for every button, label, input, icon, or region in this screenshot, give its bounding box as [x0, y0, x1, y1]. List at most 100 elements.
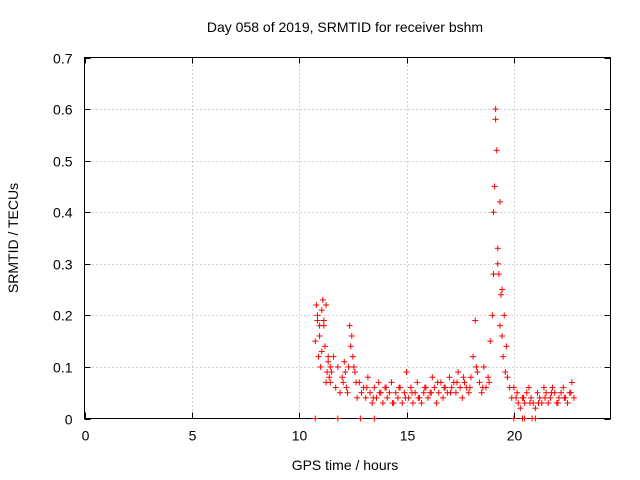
data-point — [402, 394, 409, 401]
data-point — [476, 379, 483, 386]
data-point — [472, 317, 479, 324]
data-point — [455, 369, 462, 376]
data-point — [341, 358, 348, 365]
data-point — [371, 415, 378, 422]
data-point — [459, 394, 466, 401]
data-point — [532, 405, 539, 412]
data-point — [370, 394, 377, 401]
plot-frame — [84, 57, 611, 419]
data-point — [461, 379, 468, 386]
y-tick-label: 0.2 — [53, 308, 73, 324]
data-point — [364, 374, 371, 381]
data-point — [336, 389, 343, 396]
data-point — [345, 363, 352, 370]
data-point — [330, 353, 337, 360]
data-point — [321, 343, 328, 350]
data-point — [328, 369, 335, 376]
data-point — [352, 369, 359, 376]
data-point — [561, 394, 568, 401]
data-point — [478, 389, 485, 396]
data-point — [564, 400, 571, 407]
data-point — [558, 389, 565, 396]
data-point — [362, 394, 369, 401]
data-point — [492, 116, 499, 123]
data-point — [520, 394, 527, 401]
data-point — [543, 389, 550, 396]
data-point — [487, 338, 494, 345]
data-point — [323, 302, 330, 309]
data-point — [394, 394, 401, 401]
data-point — [367, 389, 374, 396]
data-point — [354, 394, 361, 401]
data-point — [408, 389, 415, 396]
data-point — [486, 379, 493, 386]
data-point — [348, 332, 355, 339]
data-point — [371, 384, 378, 391]
data-point — [503, 343, 510, 350]
data-point — [500, 353, 507, 360]
data-point — [358, 389, 365, 396]
data-point — [441, 384, 448, 391]
data-point — [318, 307, 325, 314]
data-point — [485, 374, 492, 381]
data-point — [453, 379, 460, 386]
data-point — [319, 296, 326, 303]
data-point — [314, 312, 321, 319]
data-point — [421, 384, 428, 391]
x-tick-labels: 0 5 10 15 20 — [82, 428, 523, 444]
data-point — [375, 379, 382, 386]
data-point — [480, 363, 487, 370]
data-point — [325, 353, 332, 360]
data-point — [510, 384, 517, 391]
x-tick-label: 20 — [507, 428, 523, 444]
x-tick-label: 10 — [292, 428, 308, 444]
data-point — [315, 353, 322, 360]
data-point — [567, 389, 574, 396]
data-point — [492, 106, 499, 113]
data-point — [325, 358, 332, 365]
y-tick-label: 0.4 — [53, 205, 73, 221]
data-point — [389, 400, 396, 407]
data-point — [499, 286, 506, 293]
data-point — [415, 394, 422, 401]
data-point — [515, 400, 522, 407]
data-point — [490, 209, 497, 216]
data-point — [343, 384, 350, 391]
data-point — [547, 394, 554, 401]
data-point — [501, 312, 508, 319]
data-point — [399, 400, 406, 407]
data-point — [323, 379, 330, 386]
data-point — [376, 389, 383, 396]
data-point — [418, 400, 425, 407]
data-point — [318, 348, 325, 355]
y-tick-label: 0.5 — [53, 154, 73, 170]
data-point — [434, 379, 441, 386]
data-point — [502, 369, 509, 376]
data-point — [317, 363, 324, 370]
data-point — [496, 198, 503, 205]
data-point — [435, 389, 442, 396]
data-point — [535, 400, 542, 407]
data-point — [548, 389, 555, 396]
data-point — [534, 389, 541, 396]
data-point — [474, 369, 481, 376]
data-point — [334, 415, 341, 422]
data-point — [495, 271, 502, 278]
data-point — [409, 400, 416, 407]
y-axis-label: SRMTID / TECUs — [5, 183, 21, 293]
data-point — [425, 394, 432, 401]
data-point — [467, 374, 474, 381]
data-point — [332, 384, 339, 391]
x-tick-label: 5 — [189, 428, 197, 444]
data-point — [344, 389, 351, 396]
data-point — [369, 400, 376, 407]
data-point — [363, 384, 370, 391]
data-point — [473, 363, 480, 370]
data-point — [504, 374, 511, 381]
data-point — [521, 400, 528, 407]
data-point — [350, 363, 357, 370]
data-point — [312, 338, 319, 345]
data-point — [396, 384, 403, 391]
data-point — [346, 322, 353, 329]
